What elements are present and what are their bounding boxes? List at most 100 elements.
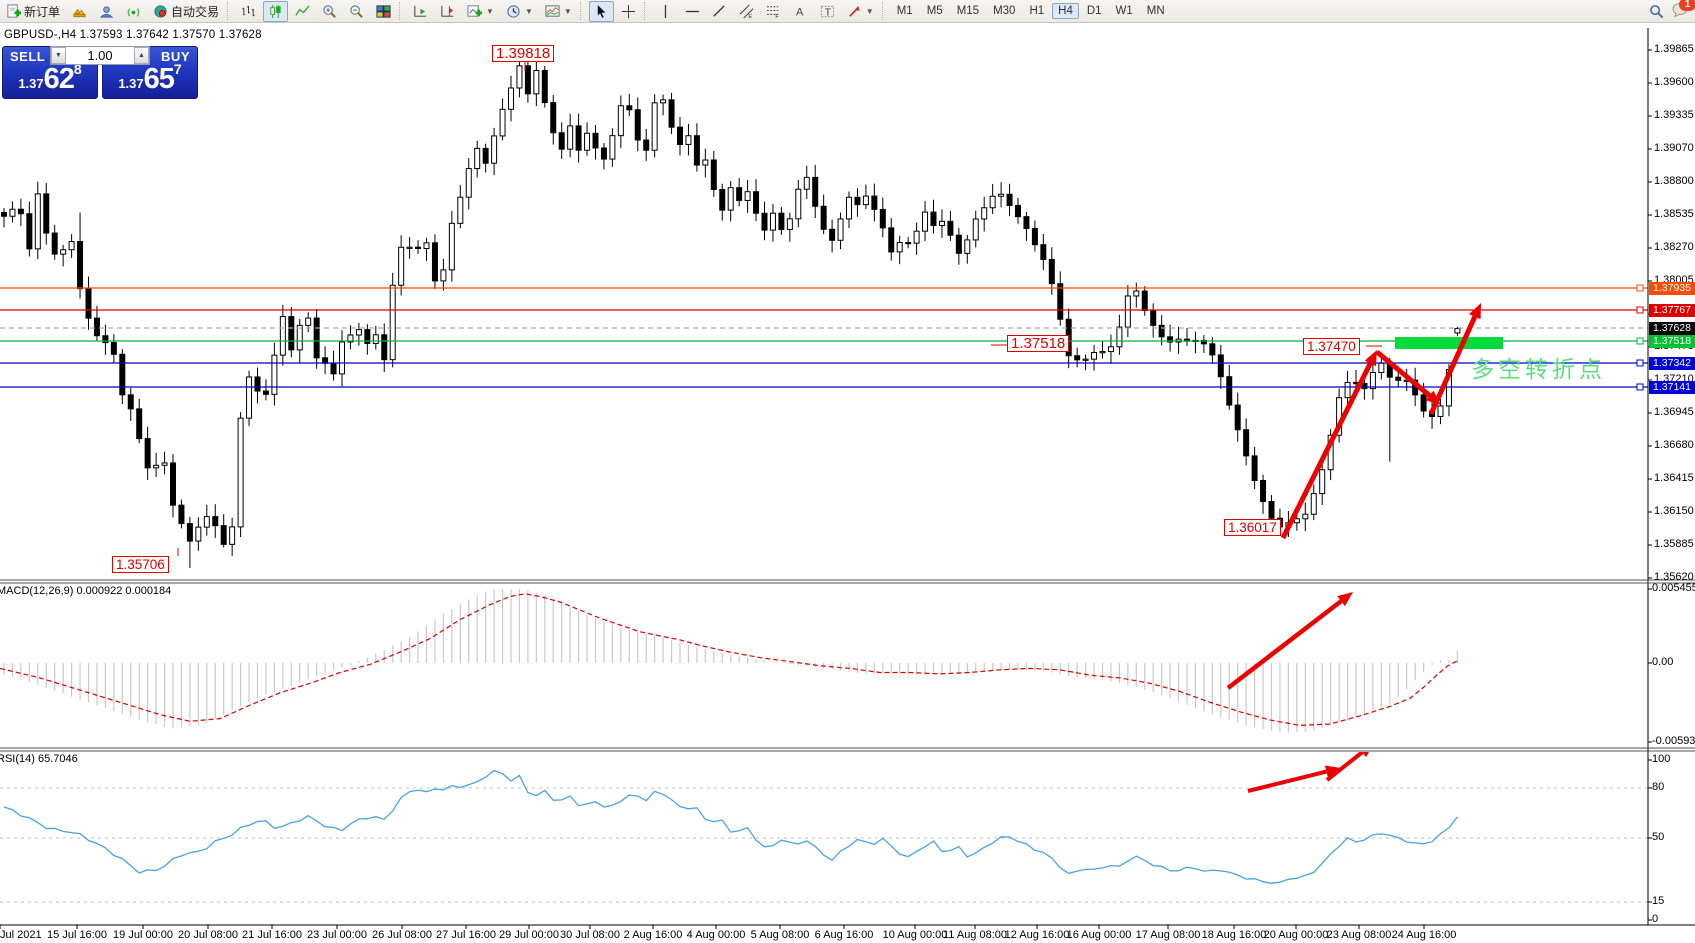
bear-candle: [212, 516, 219, 527]
text-tool-button[interactable]: A: [788, 1, 813, 22]
chart-shift-icon: [441, 5, 454, 17]
period-button[interactable]: ▼: [501, 1, 538, 22]
channel-tool-button[interactable]: E: [734, 1, 759, 22]
candlestick-chart-button[interactable]: [263, 0, 289, 22]
search-icon[interactable]: [1649, 4, 1664, 19]
text-label-icon: T: [820, 5, 834, 18]
bull-candle: [1107, 346, 1114, 353]
gold-button[interactable]: [67, 1, 92, 22]
auto-scroll-button[interactable]: [408, 1, 433, 22]
bull-candle: [533, 69, 540, 95]
time-axis-label: 2 Aug 16:00: [623, 929, 683, 941]
cursor-tool-button[interactable]: [588, 0, 614, 22]
bull-candle: [279, 316, 286, 356]
price-tick-label: 1.39335: [1654, 109, 1694, 121]
volume-input[interactable]: ▼ 1.00 ▲: [50, 46, 150, 65]
time-axis-label: 12 Aug 16:00: [1004, 929, 1070, 941]
text-label-tool-button[interactable]: T: [815, 1, 840, 22]
bull-candle: [938, 220, 945, 227]
timeframe-button-W1[interactable]: W1: [1115, 5, 1133, 17]
timeframe-button-M15[interactable]: M15: [956, 5, 980, 17]
price-annotation-1.39818: 1.39818: [492, 45, 555, 62]
bull-candle: [1133, 290, 1140, 297]
bear-candle: [1141, 290, 1148, 312]
time-axis-label: 26 Jul 08:00: [372, 929, 432, 941]
bear-candle: [1040, 244, 1047, 260]
add-indicator-button[interactable]: ▼: [462, 1, 499, 22]
crosshair-tool-button[interactable]: [616, 1, 641, 22]
bull-candle: [237, 417, 244, 528]
market-button[interactable]: [94, 1, 119, 22]
timeframe-button-H1[interactable]: H1: [1029, 5, 1045, 17]
auto-scroll-icon: [414, 5, 427, 17]
buy-button[interactable]: BUY 1.37657: [102, 46, 198, 99]
line-chart-button[interactable]: [290, 1, 315, 22]
bear-candle: [381, 334, 388, 361]
chart-shift-button[interactable]: [435, 1, 460, 22]
hline-handle: [1636, 284, 1644, 292]
new-order-button[interactable]: 新订单: [1, 1, 65, 22]
timeframe-button-H4[interactable]: H4: [1052, 3, 1079, 19]
zoom-in-button[interactable]: [317, 1, 342, 22]
bull-candle: [1302, 513, 1309, 520]
horizontal-line-tool-button[interactable]: [680, 1, 705, 22]
auto-trading-button[interactable]: 自动交易: [148, 1, 224, 22]
bear-candle: [1006, 193, 1013, 206]
bear-candle: [1158, 324, 1165, 338]
bar-chart-button[interactable]: [236, 1, 261, 22]
rsi-axis-label: 0: [1652, 913, 1659, 925]
arrows-tool-button[interactable]: ▼: [842, 1, 879, 22]
time-axis-label: 19 Jul 00:00: [113, 929, 173, 941]
fibonacci-tool-button[interactable]: F: [761, 1, 786, 22]
bear-candle: [888, 227, 895, 253]
timeframe-button-M30[interactable]: M30: [993, 5, 1016, 17]
bear-candle: [854, 196, 861, 206]
bull-candle: [516, 65, 523, 89]
bull-candle: [161, 462, 168, 466]
timeframe-button-M1[interactable]: M1: [896, 5, 913, 17]
time-axis-label: Jul 2021: [0, 929, 42, 941]
tile-windows-button[interactable]: [371, 1, 396, 22]
bear-candle: [947, 220, 954, 236]
bear-candle: [1167, 336, 1174, 343]
toolbar-separator: [227, 2, 233, 20]
svg-text:T: T: [824, 7, 831, 18]
vertical-line-tool-button[interactable]: [653, 1, 678, 22]
bear-candle: [1251, 455, 1258, 482]
time-axis-label: 27 Jul 16:00: [436, 929, 496, 941]
bull-candle: [355, 329, 362, 336]
bull-candle: [702, 159, 709, 166]
macd-axis-label: 0.005455: [1652, 582, 1695, 594]
volume-decrease-button[interactable]: ▼: [51, 47, 66, 64]
time-axis-label: 11 Aug 08:00: [942, 929, 1008, 941]
bear-candle: [524, 65, 531, 95]
hline-handle: [1636, 383, 1644, 391]
price-tick-label: 1.38270: [1654, 241, 1694, 253]
time-axis-label: 17 Aug 08:00: [1135, 929, 1201, 941]
price-axis-tag-1.37518: 1.37518: [1649, 334, 1695, 348]
bull-candle: [339, 341, 345, 375]
bull-candle: [685, 135, 692, 145]
bull-candle: [660, 99, 667, 104]
one-click-trading-panel: SELL 1.37628 BUY 1.37657 ▼ 1.00 ▲: [2, 46, 198, 99]
bull-candle: [837, 218, 844, 241]
bull-candle: [1099, 351, 1106, 354]
chart-template-button[interactable]: ▼: [540, 1, 577, 22]
zoom-out-button[interactable]: [344, 1, 369, 22]
timeframe-button-MN[interactable]: MN: [1146, 5, 1165, 17]
tile-windows-icon: [376, 4, 391, 18]
price-axis-tag-1.37342: 1.37342: [1649, 356, 1695, 370]
trendline-tool-button[interactable]: [707, 1, 732, 22]
bear-candle: [719, 188, 726, 211]
bear-candle: [431, 242, 438, 282]
signal-button[interactable]: [121, 1, 146, 22]
timeframe-button-D1[interactable]: D1: [1086, 5, 1102, 17]
time-axis-label: 5 Aug 08:00: [750, 929, 810, 941]
notifications-button[interactable]: 1: [1672, 0, 1695, 20]
timeframe-button-M5[interactable]: M5: [926, 5, 943, 17]
toolbar-separator: [579, 2, 586, 20]
bear-candle: [1023, 216, 1030, 229]
time-axis-label: 6 Aug 16:00: [814, 929, 874, 941]
volume-increase-button[interactable]: ▲: [134, 47, 149, 64]
